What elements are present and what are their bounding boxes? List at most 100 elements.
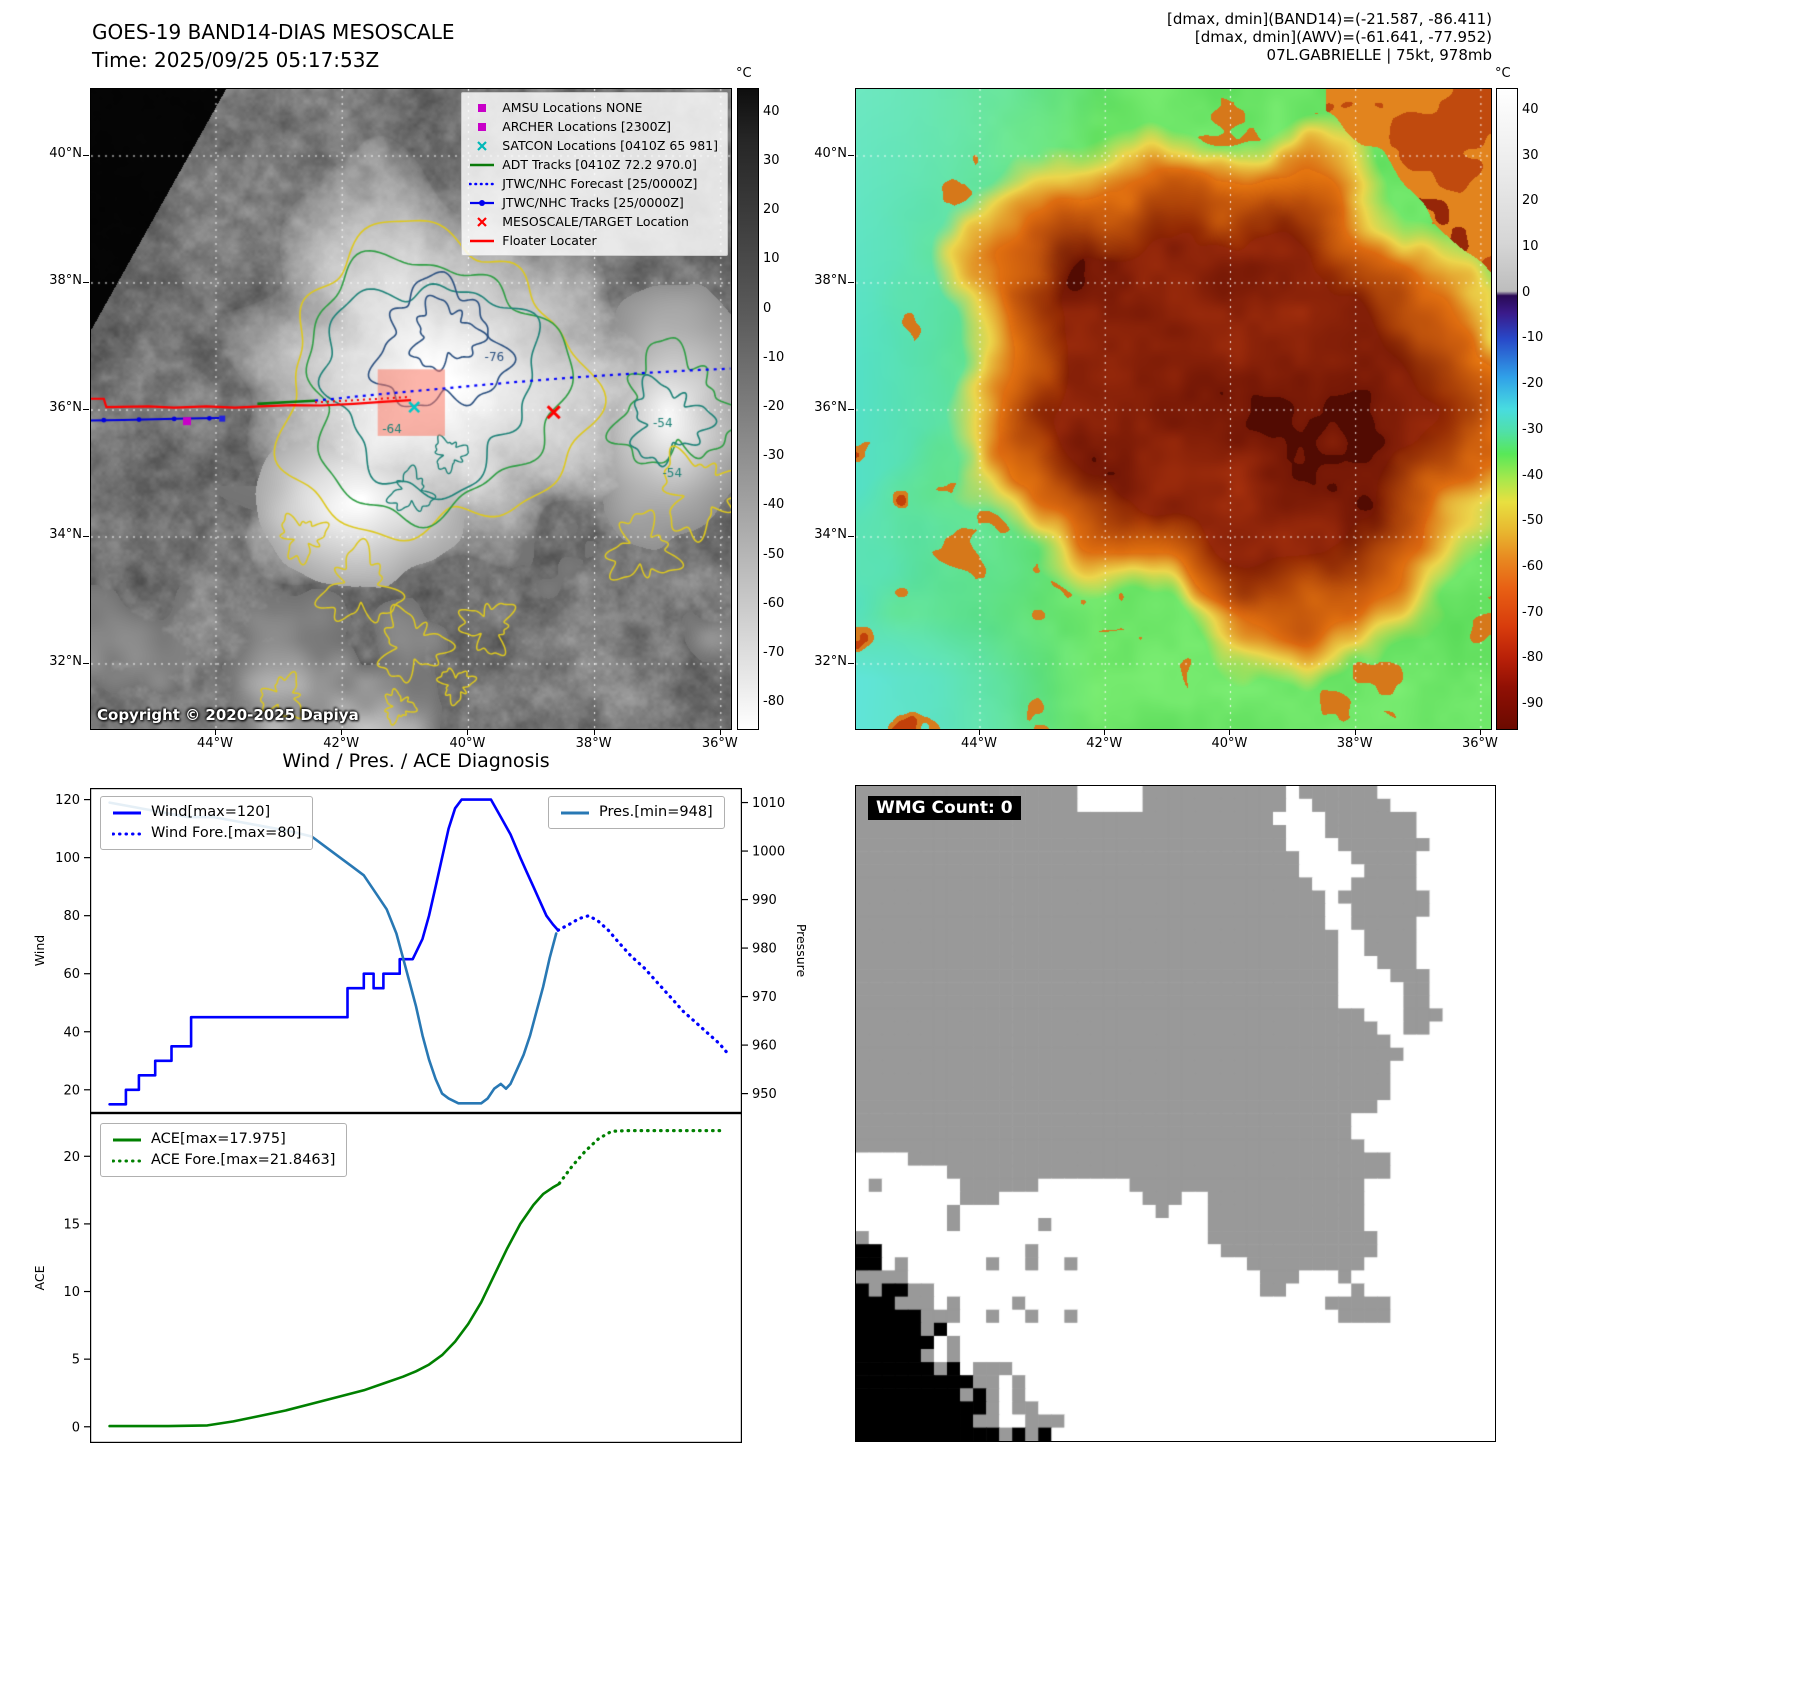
map-legend: AMSU Locations NONE ARCHER Locations [230… bbox=[461, 92, 728, 256]
map-legend-item: JTWC/NHC Tracks [25/0000Z] bbox=[469, 193, 718, 212]
solid-line-marker-icon bbox=[113, 811, 141, 814]
colorbar-tick-label: 0 bbox=[1522, 284, 1531, 300]
svg-text:ACE: ACE bbox=[32, 1265, 47, 1290]
svg-text:Wind: Wind bbox=[32, 935, 47, 966]
band14-title: GOES-19 BAND14-DIAS MESOSCALE bbox=[92, 20, 455, 44]
colorbar-tick-label: 20 bbox=[1522, 193, 1539, 209]
lat-tickmark bbox=[848, 662, 854, 664]
lat-tickmark bbox=[848, 409, 854, 411]
colorbar-tick-label: -30 bbox=[763, 448, 785, 464]
square-marker-icon bbox=[478, 122, 487, 131]
chart-legend-item: Pres.[min=948] bbox=[560, 802, 713, 823]
x-marker-icon bbox=[477, 216, 488, 227]
colorbar-tick-label: -60 bbox=[1522, 559, 1544, 574]
colorbar-tick-label: -90 bbox=[1522, 696, 1544, 712]
chart-legend-label: ACE[max=17.975] bbox=[151, 1131, 286, 1147]
colorbar-tick-label: -50 bbox=[1522, 513, 1544, 529]
map-legend-item: SATCON Locations [0410Z 65 981] bbox=[469, 136, 718, 155]
lat-tickmark bbox=[83, 536, 89, 537]
wmg-panel: WMG Count: 0 bbox=[855, 785, 1496, 1442]
chart-legend-item: Wind[max=120] bbox=[112, 802, 301, 823]
awv-colorbar-unit: °C bbox=[1495, 66, 1511, 81]
lon-tick-label: 40°W bbox=[449, 736, 486, 751]
map-legend-item: MESOSCALE/TARGET Location bbox=[469, 212, 718, 231]
svg-text:0: 0 bbox=[72, 1420, 80, 1435]
svg-text:10: 10 bbox=[63, 1285, 80, 1300]
map-legend-label: ADT Tracks [0410Z 72.2 970.0] bbox=[502, 157, 697, 172]
awv-colorbar bbox=[1496, 88, 1518, 730]
dmax-dmin-band14: [dmax, dmin](BAND14)=(-21.587, -86.411) bbox=[1167, 10, 1492, 28]
band14-map-panel: AMSU Locations NONE ARCHER Locations [230… bbox=[90, 88, 732, 730]
wmg-canvas bbox=[856, 786, 1495, 1441]
lon-tick-label: 42°W bbox=[1086, 736, 1123, 751]
svg-text:970: 970 bbox=[752, 990, 777, 1005]
svg-text:20: 20 bbox=[63, 1083, 80, 1098]
lon-tick-label: 42°W bbox=[323, 736, 360, 751]
ace-legend: ACE[max=17.975] ACE Fore.[max=21.8463] bbox=[100, 1123, 348, 1177]
colorbar-tick-label: 0 bbox=[763, 300, 772, 316]
chart-legend-item: ACE Fore.[max=21.8463] bbox=[112, 1150, 335, 1171]
colorbar-tick-label: -40 bbox=[763, 497, 785, 513]
lon-tick-label: 38°W bbox=[1336, 736, 1373, 751]
colorbar-tick-label: -20 bbox=[1522, 376, 1544, 392]
map-legend-item: ARCHER Locations [2300Z] bbox=[469, 117, 718, 136]
lon-tickmark bbox=[341, 729, 343, 735]
map-legend-label: SATCON Locations [0410Z 65 981] bbox=[502, 138, 718, 153]
lon-tick-label: 40°W bbox=[1211, 736, 1248, 751]
band14-colorbar-unit: °C bbox=[736, 66, 752, 81]
lon-tickmark bbox=[719, 729, 721, 735]
line-marker-icon bbox=[470, 163, 495, 166]
lon-tick-label: 44°W bbox=[961, 736, 997, 751]
map-legend-label: Floater Locater bbox=[502, 233, 597, 248]
colorbar-tick-label: -70 bbox=[1522, 604, 1544, 620]
lat-tick-label: 40°N bbox=[49, 146, 82, 161]
copyright: Copyright © 2020-2025 Dapiya bbox=[97, 706, 359, 724]
colorbar-tick-label: 30 bbox=[1522, 147, 1539, 163]
colorbar-tick-label: -50 bbox=[763, 546, 785, 562]
svg-text:5: 5 bbox=[72, 1353, 80, 1368]
lat-tickmark bbox=[83, 281, 89, 283]
colorbar-tick-label: -70 bbox=[763, 645, 785, 661]
colorbar-tick-label: 40 bbox=[763, 103, 780, 119]
lon-tickmark bbox=[1104, 729, 1106, 735]
awv-satellite-canvas bbox=[856, 89, 1491, 729]
dotted-line-marker-icon bbox=[112, 832, 142, 835]
colorbar-tick-label: 10 bbox=[1522, 239, 1539, 254]
colorbar-tick-label: 40 bbox=[1522, 101, 1539, 117]
lat-tickmark bbox=[83, 409, 89, 411]
svg-text:1000: 1000 bbox=[752, 845, 785, 860]
line-marker-icon bbox=[470, 239, 495, 242]
lat-tickmark bbox=[83, 155, 89, 156]
colorbar-tick-label: 20 bbox=[763, 202, 780, 218]
lat-tickmark bbox=[848, 536, 854, 537]
map-legend-label: JTWC/NHC Forecast [25/0000Z] bbox=[502, 176, 698, 191]
solid-line-marker-icon bbox=[561, 811, 589, 814]
colorbar-tick-label: -40 bbox=[1522, 467, 1544, 483]
lat-tick-label: 34°N bbox=[814, 527, 847, 542]
dmax-dmin-awv: [dmax, dmin](AWV)=(-61.641, -77.952) bbox=[1194, 28, 1492, 46]
colorbar-tick-label: 30 bbox=[763, 152, 780, 168]
map-legend-item: Floater Locater bbox=[469, 231, 718, 250]
svg-text:960: 960 bbox=[752, 1039, 777, 1054]
solid-line-marker-icon bbox=[113, 1138, 141, 1141]
lat-tick-label: 40°N bbox=[814, 146, 847, 161]
svg-text:990: 990 bbox=[752, 893, 777, 908]
awv-map-panel bbox=[855, 88, 1492, 730]
svg-text:980: 980 bbox=[752, 942, 777, 957]
svg-text:80: 80 bbox=[63, 909, 80, 924]
lat-tick-label: 34°N bbox=[49, 527, 82, 542]
colorbar-tick-label: 10 bbox=[763, 251, 780, 267]
colorbar-tick-label: -80 bbox=[763, 694, 785, 710]
lon-tick-label: 44°W bbox=[197, 736, 233, 751]
diagnosis-title: Wind / Pres. / ACE Diagnosis bbox=[282, 750, 550, 772]
x-marker-icon bbox=[477, 140, 488, 151]
map-legend-item: ADT Tracks [0410Z 72.2 970.0] bbox=[469, 155, 718, 174]
band14-timestamp: Time: 2025/09/25 05:17:53Z bbox=[92, 48, 380, 72]
pressure-legend: Pres.[min=948] bbox=[548, 796, 725, 829]
wmg-count-badge: WMG Count: 0 bbox=[868, 796, 1021, 820]
colorbar-tick-label: -10 bbox=[763, 349, 785, 365]
colorbar-tick-label: -20 bbox=[763, 399, 785, 414]
svg-text:15: 15 bbox=[63, 1217, 80, 1232]
lat-tickmark bbox=[83, 662, 89, 664]
